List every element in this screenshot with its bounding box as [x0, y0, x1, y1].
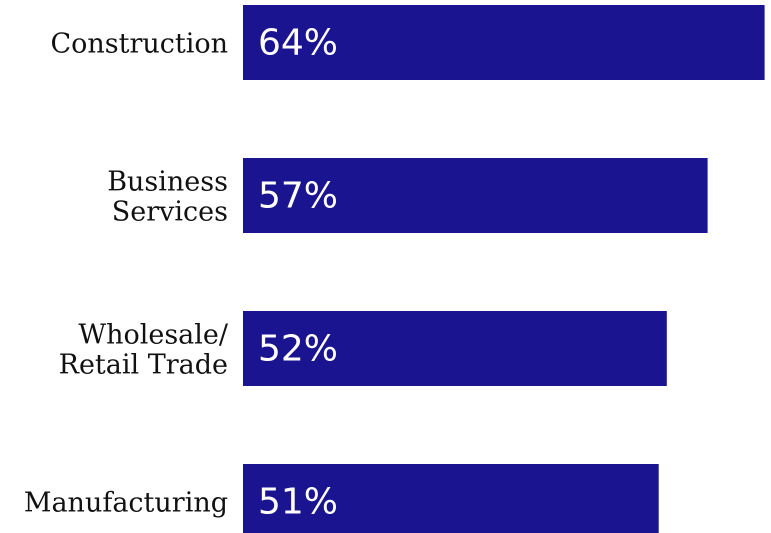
category-label-0: Construction — [50, 29, 228, 60]
category-label-2-line-1: Retail Trade — [59, 350, 228, 381]
category-label-1-line-1: Services — [112, 197, 228, 228]
category-label-2-line-0: Wholesale/ — [78, 320, 229, 351]
bar-2 — [243, 311, 667, 386]
value-label-2: 52% — [258, 329, 338, 370]
bar-0 — [243, 5, 765, 80]
value-label-0: 64% — [258, 23, 338, 64]
bar-3 — [243, 464, 659, 533]
category-label-3: Manufacturing — [24, 488, 228, 519]
value-label-3: 51% — [258, 482, 338, 523]
value-label-1: 57% — [258, 176, 338, 217]
category-label-1-line-0: Business — [107, 167, 228, 198]
bar-1 — [243, 158, 708, 233]
